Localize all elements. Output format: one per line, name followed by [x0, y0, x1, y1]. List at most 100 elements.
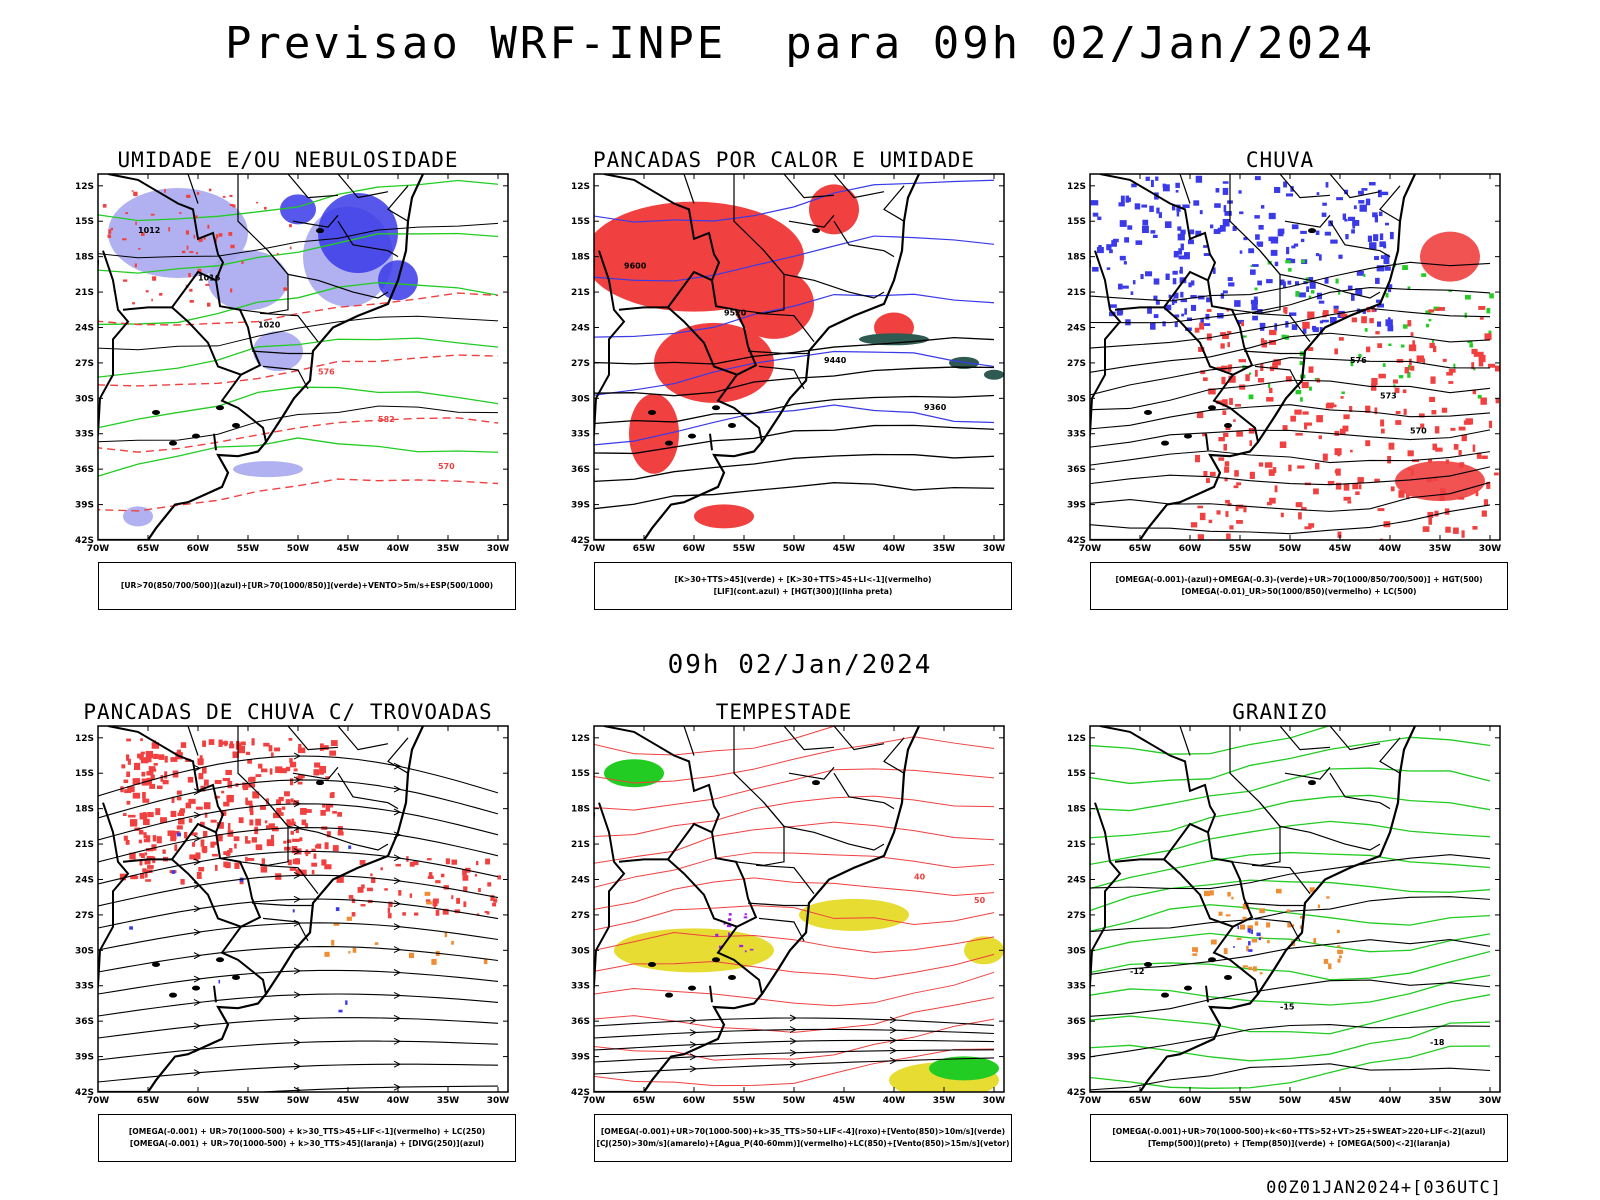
forecast-time-subtitle: 09h 02/Jan/2024: [667, 650, 933, 680]
contour-label: 9440: [824, 356, 847, 365]
lat-tick-label: 15S: [75, 217, 94, 227]
map-plot: 10121016102057658257012S15S18S21S24S27S3…: [75, 173, 509, 554]
lat-tick-label: 39S: [75, 1053, 94, 1063]
lon-tick-label: 30W: [487, 1096, 510, 1106]
lat-tick-label: 30S: [1067, 946, 1086, 956]
legend-line: [LIF](cont.azul) + [HGT(300)](linha pret…: [713, 587, 893, 596]
plot-frame: [97, 173, 509, 541]
lat-tick-label: 27S: [571, 911, 590, 921]
legend-line: [OMEGA(-0.001)+UR>70(1000-500)+k<60+TTS>…: [1112, 1127, 1486, 1136]
lon-tick-label: 65W: [137, 1096, 160, 1106]
contour-label: 9520: [724, 309, 747, 318]
lon-tick-label: 45W: [337, 1096, 360, 1106]
lat-tick-label: 21S: [571, 840, 590, 850]
lon-tick-label: 50W: [287, 544, 310, 554]
lat-tick-label: 36S: [75, 1017, 94, 1027]
lat-tick-label: 21S: [1067, 288, 1086, 298]
lon-tick-label: 50W: [1279, 1096, 1302, 1106]
lat-tick-label: 18S: [571, 253, 590, 263]
lat-tick-label: 21S: [1067, 840, 1086, 850]
legend-box: [OMEGA(-0.001)+UR>70(1000-500)+k<60+TTS>…: [1090, 1114, 1508, 1162]
contour-label: 50: [974, 896, 986, 905]
contour-label: 570: [438, 462, 455, 471]
panel-title: PANCADAS POR CALOR E UMIDADE: [592, 148, 975, 172]
lat-tick-label: 15S: [1067, 217, 1086, 227]
coastline: [594, 726, 920, 1092]
contour-label: 1020: [258, 320, 281, 329]
lon-tick-label: 35W: [1429, 544, 1452, 554]
coastline: [594, 174, 920, 540]
legend-line: [OMEGA(-0.001)-(azul)+OMEGA(-0.3)-(verde…: [1115, 575, 1483, 584]
lon-tick-label: 55W: [733, 544, 756, 554]
lat-tick-label: 18S: [571, 805, 590, 815]
lon-tick-label: 65W: [1129, 1096, 1152, 1106]
lon-tick-label: 35W: [933, 544, 956, 554]
lon-tick-label: 55W: [733, 1096, 756, 1106]
panel-title: TEMPESTADE: [715, 700, 853, 724]
lon-tick-label: 40W: [1379, 544, 1402, 554]
lat-tick-label: 36S: [75, 465, 94, 475]
lon-tick-label: 40W: [883, 544, 906, 554]
plot-frame: [1089, 173, 1501, 541]
lat-tick-label: 42S: [1067, 1088, 1086, 1098]
map-plot: 40 50 12S 15S 18S 21S 24S 27S 30S 33S 36S 39S 42S70W…: [571, 725, 1006, 1106]
lon-tick-label: 60W: [683, 544, 706, 554]
panel-pancadas-trovoadas: PANCADAS DE CHUVA C/ TROVOADAS 12S 15S 18S…: [48, 700, 528, 1190]
legend-box: [K>30+TTS>45](verde) + [K>30+TTS>45+LI<-…: [594, 562, 1012, 610]
lat-tick-label: 30S: [75, 394, 94, 404]
panel-title: UMIDADE E/OU NEBULOSIDADE: [117, 148, 459, 172]
lon-tick-label: 40W: [883, 1096, 906, 1106]
coastline: [98, 174, 424, 540]
lon-tick-label: 50W: [783, 1096, 806, 1106]
legend-line: [UR>70(850/700/500)](azul)+[UR>70(1000/8…: [120, 581, 494, 590]
lat-tick-label: 24S: [571, 875, 590, 885]
plot-frame: [593, 173, 1005, 541]
lon-tick-label: 45W: [833, 1096, 856, 1106]
legend-box: [OMEGA(-0.001)+UR>70(1000-500)+k>35_TTS>…: [594, 1114, 1012, 1162]
lat-tick-label: 12S: [75, 734, 94, 744]
lat-tick-label: 33S: [75, 982, 94, 992]
contour-label: 582: [378, 415, 395, 424]
panel-title: GRANIZO: [1232, 700, 1328, 724]
lat-tick-label: 15S: [571, 217, 590, 227]
lat-tick-label: 18S: [1067, 253, 1086, 263]
run-timestamp: 00Z01JAN2024+[036UTC]: [1266, 1178, 1502, 1198]
lat-tick-label: 33S: [1067, 982, 1086, 992]
panel-umidade: UMIDADE E/OU NEBULOSIDADE 1012 1016 1020 57…: [48, 148, 528, 638]
lat-tick-label: 27S: [75, 911, 94, 921]
contour-label: 573: [1380, 391, 1397, 400]
lat-tick-label: 39S: [571, 501, 590, 511]
lon-tick-label: 45W: [337, 544, 360, 554]
lon-tick-label: 70W: [583, 544, 606, 554]
plot-frame: [97, 725, 509, 1093]
lon-tick-label: 60W: [1179, 1096, 1202, 1106]
lat-tick-label: 12S: [571, 734, 590, 744]
lon-tick-label: 40W: [387, 544, 410, 554]
legend-line: [OMEGA(-0.001)+UR>70(1000-500)+k>35_TTS>…: [600, 1127, 1006, 1136]
lat-tick-label: 39S: [1067, 1053, 1086, 1063]
lon-tick-label: 60W: [187, 544, 210, 554]
lon-tick-label: 30W: [983, 1096, 1006, 1106]
lat-tick-label: 42S: [75, 1088, 94, 1098]
contour-label: 1012: [138, 226, 160, 235]
coastline: [1090, 174, 1416, 540]
lat-tick-label: 42S: [571, 536, 590, 546]
lat-tick-label: 12S: [1067, 734, 1086, 744]
lon-tick-label: 70W: [1079, 544, 1102, 554]
lat-tick-label: 33S: [75, 430, 94, 440]
lat-tick-label: 27S: [75, 359, 94, 369]
contour-label: 576: [318, 368, 335, 377]
panel-pancadas-calor: PANCADAS POR CALOR E UMIDADE 9600 9520 944…: [544, 148, 1024, 638]
lat-tick-label: 24S: [1067, 323, 1086, 333]
lon-tick-label: 50W: [783, 544, 806, 554]
lat-tick-label: 30S: [571, 394, 590, 404]
contour-label: -12: [1130, 967, 1144, 976]
legend-line: [CJ(250)>30m/s](amarelo)+[Agua_P(40-60mm…: [596, 1139, 1010, 1148]
lat-tick-label: 18S: [75, 805, 94, 815]
lat-tick-label: 36S: [1067, 465, 1086, 475]
lat-tick-label: 27S: [571, 359, 590, 369]
lat-tick-label: 42S: [75, 536, 94, 546]
lon-tick-label: 70W: [87, 1096, 110, 1106]
legend-line: [OMEGA(-0.001) + UR>70(1000-500) + k>30_…: [129, 1139, 485, 1148]
